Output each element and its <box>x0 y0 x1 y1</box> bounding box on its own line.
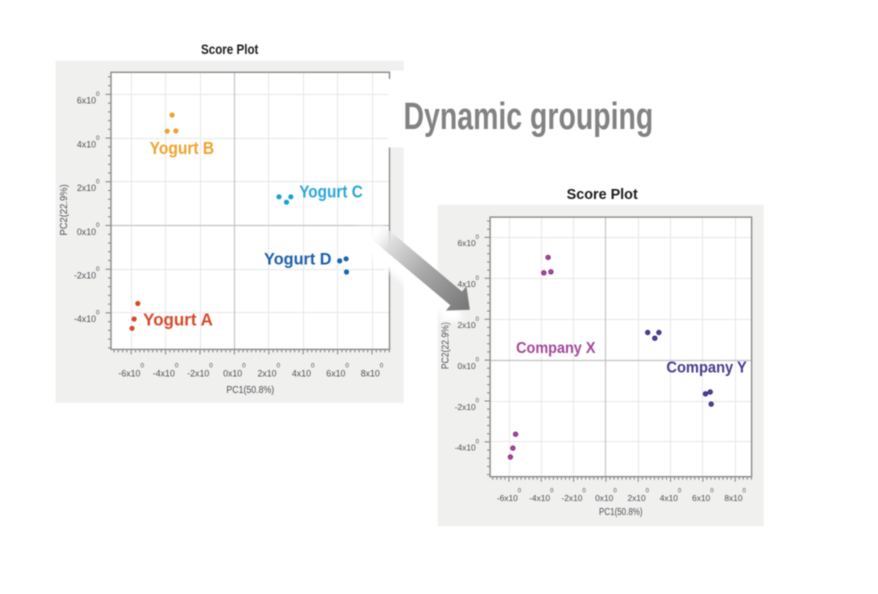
svg-text:2x100: 2x100 <box>457 317 479 330</box>
svg-text:2x100: 2x100 <box>77 179 100 194</box>
svg-text:4x100: 4x100 <box>457 276 479 289</box>
svg-text:Score Plot: Score Plot <box>567 186 638 203</box>
svg-text:Company X: Company X <box>516 340 596 357</box>
svg-text:PC2(22.9%): PC2(22.9%) <box>441 322 452 369</box>
svg-text:PC1(50.8%): PC1(50.8%) <box>599 507 643 518</box>
svg-text:6x100: 6x100 <box>457 235 479 248</box>
svg-text:-4x100: -4x100 <box>74 310 100 325</box>
svg-text:PC1(50.8%): PC1(50.8%) <box>226 385 274 396</box>
svg-text:6x100: 6x100 <box>77 91 100 106</box>
svg-text:-2x100: -2x100 <box>74 266 100 281</box>
svg-text:0x100: 0x100 <box>595 489 617 503</box>
svg-text:Yogurt D: Yogurt D <box>264 250 332 268</box>
svg-text:Yogurt B: Yogurt B <box>150 138 215 158</box>
svg-text:-6x100: -6x100 <box>497 489 522 503</box>
svg-text:-4x100: -4x100 <box>529 489 554 503</box>
svg-text:-4x100: -4x100 <box>455 440 480 453</box>
svg-text:0x100: 0x100 <box>77 222 100 237</box>
svg-text:Company Y: Company Y <box>666 360 747 377</box>
svg-text:Score Plot: Score Plot <box>201 42 259 57</box>
svg-text:4x100: 4x100 <box>77 135 100 150</box>
svg-text:-2x100: -2x100 <box>561 489 586 503</box>
svg-text:0x100: 0x100 <box>457 358 479 371</box>
svg-text:6x100: 6x100 <box>692 489 714 503</box>
svg-text:8x100: 8x100 <box>724 489 746 503</box>
svg-text:Yogurt A: Yogurt A <box>143 310 213 330</box>
svg-text:-2x100: -2x100 <box>455 399 480 412</box>
svg-text:PC2(22.9%): PC2(22.9%) <box>59 184 70 235</box>
svg-text:4x100: 4x100 <box>660 489 682 503</box>
svg-text:Dynamic grouping: Dynamic grouping <box>404 96 654 138</box>
svg-text:Yogurt C: Yogurt C <box>299 181 363 201</box>
svg-text:2x100: 2x100 <box>627 489 649 503</box>
